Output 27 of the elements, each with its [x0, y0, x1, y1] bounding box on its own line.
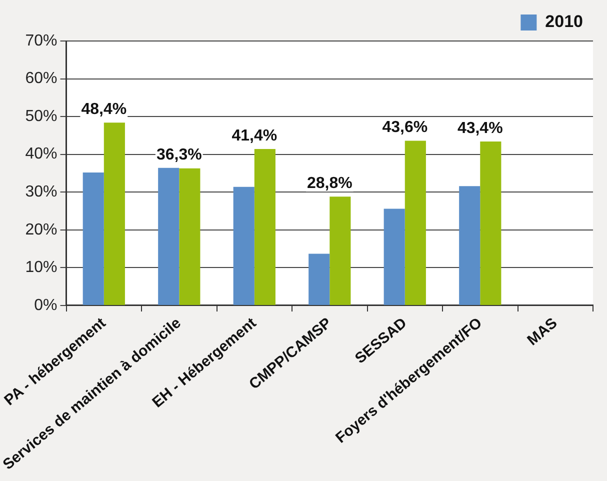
y-tick-label: 30%: [25, 184, 58, 201]
bar: [158, 168, 180, 305]
y-tick-label: 60%: [25, 70, 58, 88]
bar: [480, 141, 502, 305]
data-label: 41,4%: [232, 127, 278, 144]
bar: [233, 186, 254, 305]
y-tick-label: 20%: [25, 221, 58, 238]
legend-label: 2010: [545, 12, 584, 32]
y-tick-label: 50%: [25, 108, 58, 125]
data-label: 43,6%: [382, 119, 428, 136]
y-tick-label: 0%: [34, 296, 58, 314]
bar: [330, 196, 351, 305]
bar: [308, 254, 330, 305]
bar: [384, 208, 405, 305]
bar: [104, 122, 125, 305]
bar: [404, 140, 426, 305]
y-tick-label: 10%: [25, 259, 58, 276]
data-label: 43,4%: [457, 120, 503, 137]
data-label: 28,8%: [306, 175, 352, 192]
data-label: 36,3%: [156, 146, 202, 164]
data-label: 48,4%: [81, 101, 127, 118]
y-tick-label: 70%: [25, 32, 58, 50]
y-tick-label: 40%: [25, 146, 58, 163]
bar: [82, 172, 104, 305]
bar: [459, 186, 480, 305]
bar: [254, 149, 276, 305]
bar: [179, 168, 200, 305]
